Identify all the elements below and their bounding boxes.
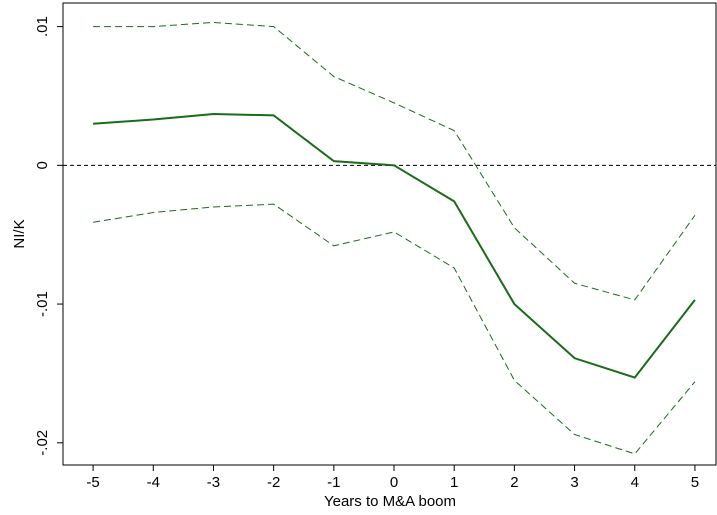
x-tick-label: -3 bbox=[207, 474, 220, 491]
x-tick-label: 4 bbox=[631, 474, 639, 491]
estimate-line bbox=[93, 112, 696, 379]
confidence-band-line bbox=[93, 21, 696, 301]
x-tick-label: -2 bbox=[267, 474, 280, 491]
x-tick-label: 1 bbox=[450, 474, 458, 491]
y-tick-label: -.02 bbox=[34, 430, 51, 456]
confidence-band-line bbox=[93, 203, 696, 455]
y-tick-label: 0 bbox=[34, 161, 51, 169]
x-tick-label: -4 bbox=[147, 474, 160, 491]
x-tick-label: 0 bbox=[390, 474, 398, 491]
y-tick-label: -.01 bbox=[34, 291, 51, 317]
x-axis-label: Years to M&A boom bbox=[324, 493, 456, 510]
x-tick-label: -1 bbox=[327, 474, 340, 491]
y-axis-label: NI/K bbox=[11, 219, 28, 248]
plot-frame bbox=[62, 2, 717, 466]
x-tick-label: 2 bbox=[510, 474, 518, 491]
y-tick-label: .01 bbox=[34, 16, 51, 37]
x-tick-label: -5 bbox=[86, 474, 99, 491]
x-tick-label: 3 bbox=[570, 474, 578, 491]
x-tick-label: 5 bbox=[691, 474, 699, 491]
